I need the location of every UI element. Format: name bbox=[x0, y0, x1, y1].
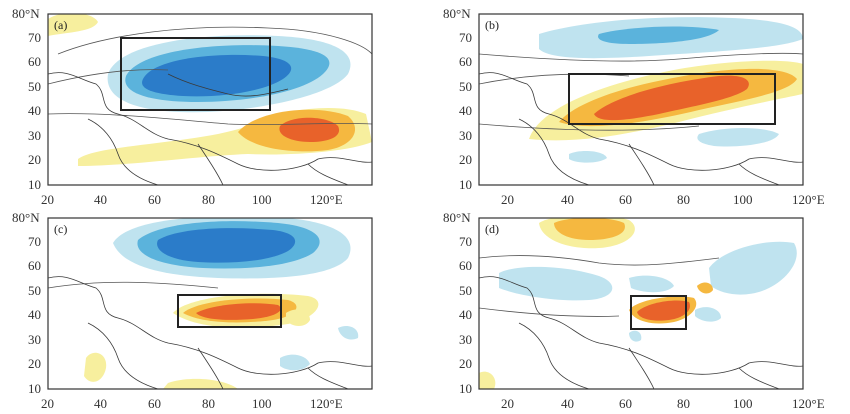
panel-b-region-box bbox=[568, 73, 776, 125]
panel-c-xtick: 60 bbox=[148, 396, 161, 411]
panel-d-ytick: 30 bbox=[459, 332, 472, 347]
panel-c-tag: (c) bbox=[54, 222, 67, 236]
panel-c-xtick: 100 bbox=[252, 396, 272, 411]
panel-d-tag: (d) bbox=[485, 222, 499, 236]
panel-d-ytick: 10 bbox=[459, 381, 472, 396]
panel-b-ytick: 40 bbox=[459, 103, 472, 118]
panel-c-ytick: 30 bbox=[28, 332, 41, 347]
panel-c-ytick: 60 bbox=[28, 258, 41, 273]
panel-d-ytick: 60 bbox=[459, 258, 472, 273]
panel-d-xtick: 40 bbox=[561, 396, 574, 411]
panel-b-neg-anomaly-se bbox=[697, 128, 779, 147]
panel-b-xtick: 40 bbox=[561, 192, 574, 207]
panel-a-ytick: 30 bbox=[28, 128, 41, 143]
panel-a-xtick: 60 bbox=[148, 192, 161, 207]
panel-b-ytick: 20 bbox=[459, 152, 472, 167]
panel-d-xtick: 60 bbox=[619, 396, 632, 411]
panel-d-ytick: 40 bbox=[459, 307, 472, 322]
panel-d-xtick: 100 bbox=[733, 396, 753, 411]
panel-a-xtick-end: 120°E bbox=[310, 192, 343, 207]
panel-c-xtick: 40 bbox=[94, 396, 107, 411]
panel-a-tag: (a) bbox=[54, 18, 67, 32]
panel-c-xtick-end: 120°E bbox=[310, 396, 343, 411]
panel-b-xtick: 100 bbox=[733, 192, 753, 207]
panel-a-pos-anomaly-nw bbox=[48, 14, 98, 36]
panel-c-region-box bbox=[177, 294, 282, 328]
panel-d: (d) 80°N 70 60 50 40 30 20 10 20 40 60 8… bbox=[443, 210, 825, 411]
panel-b-ytick: 10 bbox=[459, 177, 472, 192]
panel-c-ytick: 70 bbox=[28, 234, 41, 249]
panel-b-neg-anomaly-mid bbox=[598, 26, 719, 44]
panel-c-pos-anomaly-dark bbox=[196, 303, 281, 320]
panel-b-ytick: 70 bbox=[459, 30, 472, 45]
panel-c-neg-anomaly-dark bbox=[157, 228, 296, 263]
panel-c-xtick: 20 bbox=[41, 396, 54, 411]
panel-a-ytick: 50 bbox=[28, 79, 41, 94]
panel-a-map bbox=[48, 14, 372, 185]
panel-d-xtick-end: 120°E bbox=[792, 396, 825, 411]
panel-d-xtick: 20 bbox=[501, 396, 514, 411]
panel-c-ytick: 10 bbox=[28, 381, 41, 396]
panel-d-lat-top: 80°N bbox=[443, 210, 471, 225]
panel-a-xtick: 80 bbox=[202, 192, 215, 207]
panel-a-ytick: 40 bbox=[28, 103, 41, 118]
panel-c-map bbox=[48, 218, 372, 389]
panel-d-pos-anomaly-e bbox=[697, 282, 713, 294]
panel-d-neg-anomaly-w bbox=[499, 266, 613, 301]
panel-b-map bbox=[479, 14, 803, 185]
panel-a-region-box bbox=[120, 37, 271, 111]
panel-a-ytick: 70 bbox=[28, 30, 41, 45]
panel-d-pos-anomaly-sw bbox=[479, 371, 496, 389]
panel-c-pos-anomaly-e bbox=[286, 309, 310, 326]
panel-c-ytick: 40 bbox=[28, 307, 41, 322]
panel-d-neg-anomaly-ne bbox=[709, 241, 797, 295]
panel-b: (b) 80°N 70 60 50 40 30 20 10 20 40 60 8… bbox=[443, 6, 825, 207]
panel-a-ytick: 60 bbox=[28, 54, 41, 69]
panel-d-ytick: 50 bbox=[459, 283, 472, 298]
panel-b-ytick: 30 bbox=[459, 128, 472, 143]
panel-d-ytick: 20 bbox=[459, 356, 472, 371]
panel-b-xtick: 80 bbox=[677, 192, 690, 207]
panel-a-xtick: 20 bbox=[41, 192, 54, 207]
panel-a: (a) 80°N 70 60 50 40 30 20 10 20 40 60 8… bbox=[12, 6, 373, 207]
panel-b-lat-top: 80°N bbox=[443, 6, 471, 21]
panel-a-ytick: 10 bbox=[28, 177, 41, 192]
panel-b-xtick: 60 bbox=[619, 192, 632, 207]
panel-d-map bbox=[479, 218, 803, 389]
panel-d-neg-anomaly-s bbox=[629, 330, 642, 342]
panel-c-lat-top: 80°N bbox=[12, 210, 40, 225]
panel-b-neg-anomaly-s bbox=[569, 150, 607, 163]
panel-d-xtick: 80 bbox=[677, 396, 690, 411]
panel-a-neg-anomaly-dark bbox=[142, 54, 292, 97]
panel-d-neg-anomaly-se bbox=[695, 307, 721, 322]
panel-d-pos-anomaly-box-dark bbox=[637, 300, 690, 321]
panel-b-pos-anomaly-dark bbox=[594, 75, 749, 121]
panel-d-ytick: 70 bbox=[459, 234, 472, 249]
panel-c-xtick: 80 bbox=[202, 396, 215, 411]
panel-c-neg-anomaly-se bbox=[338, 326, 359, 340]
panel-c-pos-anomaly-sw bbox=[84, 352, 107, 382]
panel-c: (c) 80°N 70 60 50 40 30 20 10 20 40 60 8… bbox=[12, 210, 373, 411]
panel-a-lat-top: 80°N bbox=[12, 6, 40, 21]
panel-a-xtick: 100 bbox=[252, 192, 272, 207]
panel-a-ytick: 20 bbox=[28, 152, 41, 167]
panel-d-neg-anomaly-mid bbox=[629, 275, 674, 293]
panel-b-ytick: 60 bbox=[459, 54, 472, 69]
panel-a-xtick: 40 bbox=[94, 192, 107, 207]
panel-d-region-box bbox=[630, 295, 687, 330]
panel-c-ytick: 20 bbox=[28, 356, 41, 371]
panel-b-xtick-end: 120°E bbox=[792, 192, 825, 207]
panel-c-ytick: 50 bbox=[28, 283, 41, 298]
panel-b-ytick: 50 bbox=[459, 79, 472, 94]
panel-d-pos-anomaly-n-mid bbox=[554, 218, 625, 240]
panel-c-neg-anomaly-s bbox=[280, 354, 310, 371]
panel-b-xtick: 20 bbox=[501, 192, 514, 207]
panel-b-tag: (b) bbox=[485, 18, 499, 32]
